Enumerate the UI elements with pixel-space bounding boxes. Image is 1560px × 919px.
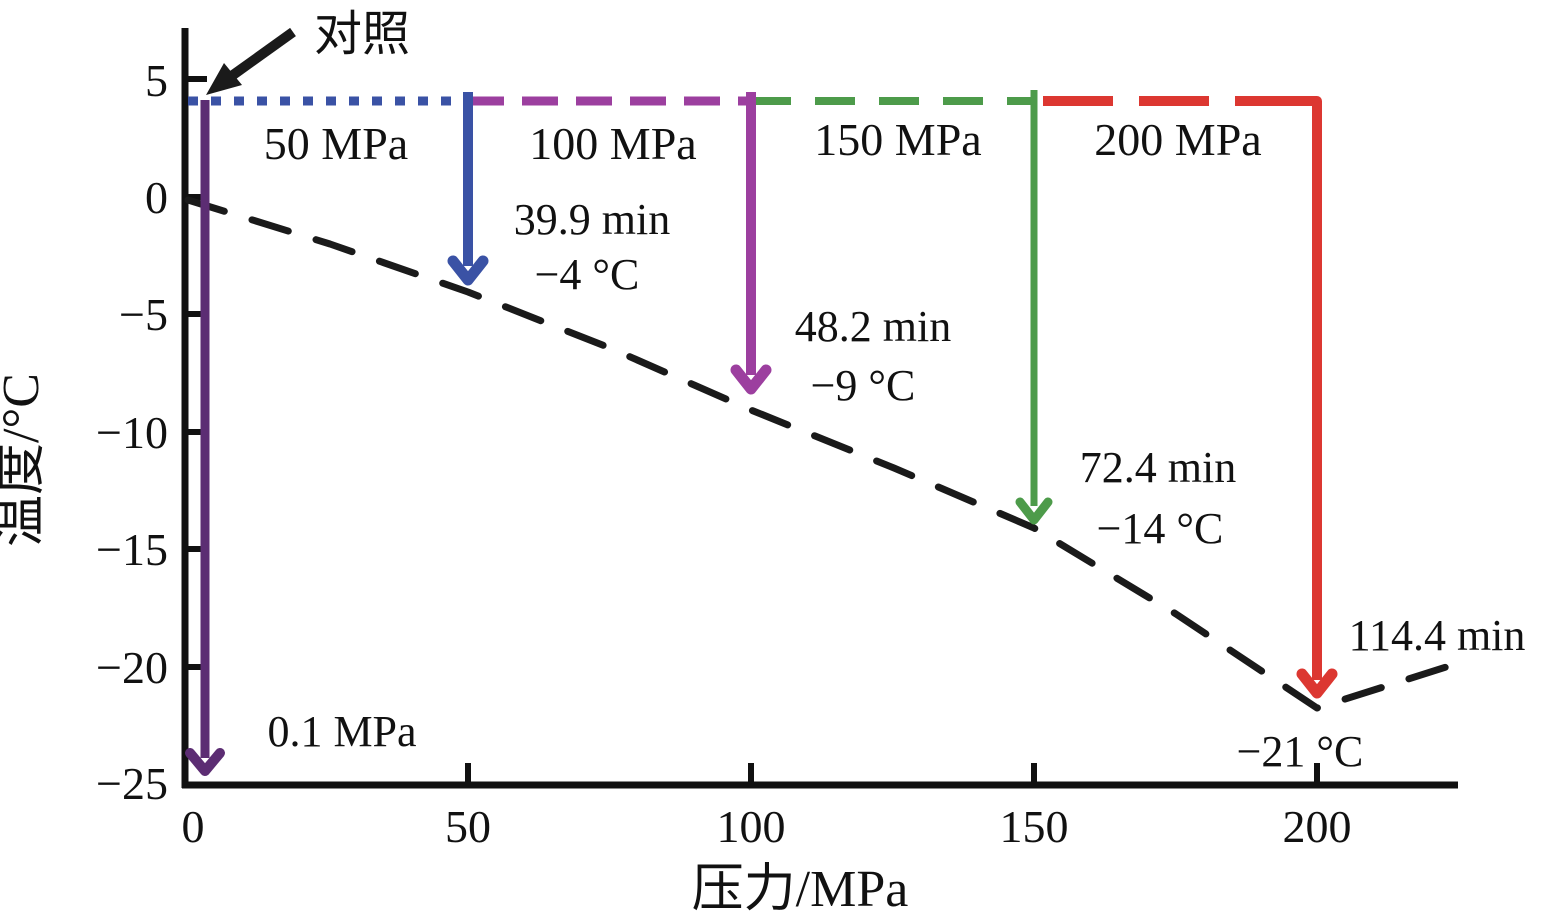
time-label-50mpa: 39.9 min — [514, 195, 670, 244]
control-annotation-label: 对照 — [314, 8, 410, 61]
y-tick-label: 0 — [145, 172, 168, 223]
temp-label-200mpa: −21 °C — [1237, 727, 1364, 776]
y-tick-label: −25 — [96, 758, 168, 809]
pressure-label-150mpa: 150 MPa — [814, 114, 981, 165]
x-tick-label: 200 — [1283, 801, 1352, 852]
time-label-150mpa: 72.4 min — [1080, 443, 1236, 492]
arrow-down-head-100mpa — [730, 364, 772, 395]
temp-label-50mpa: −4 °C — [535, 250, 640, 299]
temp-label-100mpa: −9 °C — [811, 361, 916, 410]
pressure-label-50mpa: 50 MPa — [264, 118, 408, 169]
y-tick-label: −10 — [96, 407, 168, 458]
arrow-down-head-control — [185, 748, 225, 776]
pressure-label-100mpa: 100 MPa — [529, 118, 696, 169]
x-tick-label: 150 — [1000, 801, 1069, 852]
time-label-100mpa: 48.2 min — [795, 302, 951, 351]
pressure-label-200mpa: 200 MPa — [1094, 114, 1261, 165]
x-tick-label: 50 — [445, 801, 491, 852]
arrow-down-head-150mpa — [1015, 497, 1053, 525]
temp-label-150mpa: −14 °C — [1097, 504, 1224, 553]
y-axis-title: 温度/°C — [0, 373, 50, 547]
x-tick-label: 100 — [717, 801, 786, 852]
y-tick-label: −5 — [119, 289, 168, 340]
time-label-200mpa: 114.4 min — [1349, 611, 1526, 660]
x-axis-title: 压力/MPa — [692, 861, 909, 918]
control-callout-arrow — [230, 27, 296, 80]
y-tick-label: −20 — [96, 642, 168, 693]
y-tick-label: −15 — [96, 524, 168, 575]
arrow-down-head-200mpa — [1296, 668, 1338, 699]
freezing-curve — [184, 196, 1466, 712]
x-tick-label: 0 — [182, 801, 205, 852]
x-ticks — [465, 763, 1320, 785]
arrow-down-head-50mpa — [447, 255, 489, 286]
arrow-downleft-head-control-callout — [206, 63, 242, 95]
y-tick-label: 5 — [145, 55, 168, 106]
treatment-arrow-200mpa — [1245, 96, 1322, 680]
control-pressure-label: 0.1 MPa — [267, 707, 416, 756]
